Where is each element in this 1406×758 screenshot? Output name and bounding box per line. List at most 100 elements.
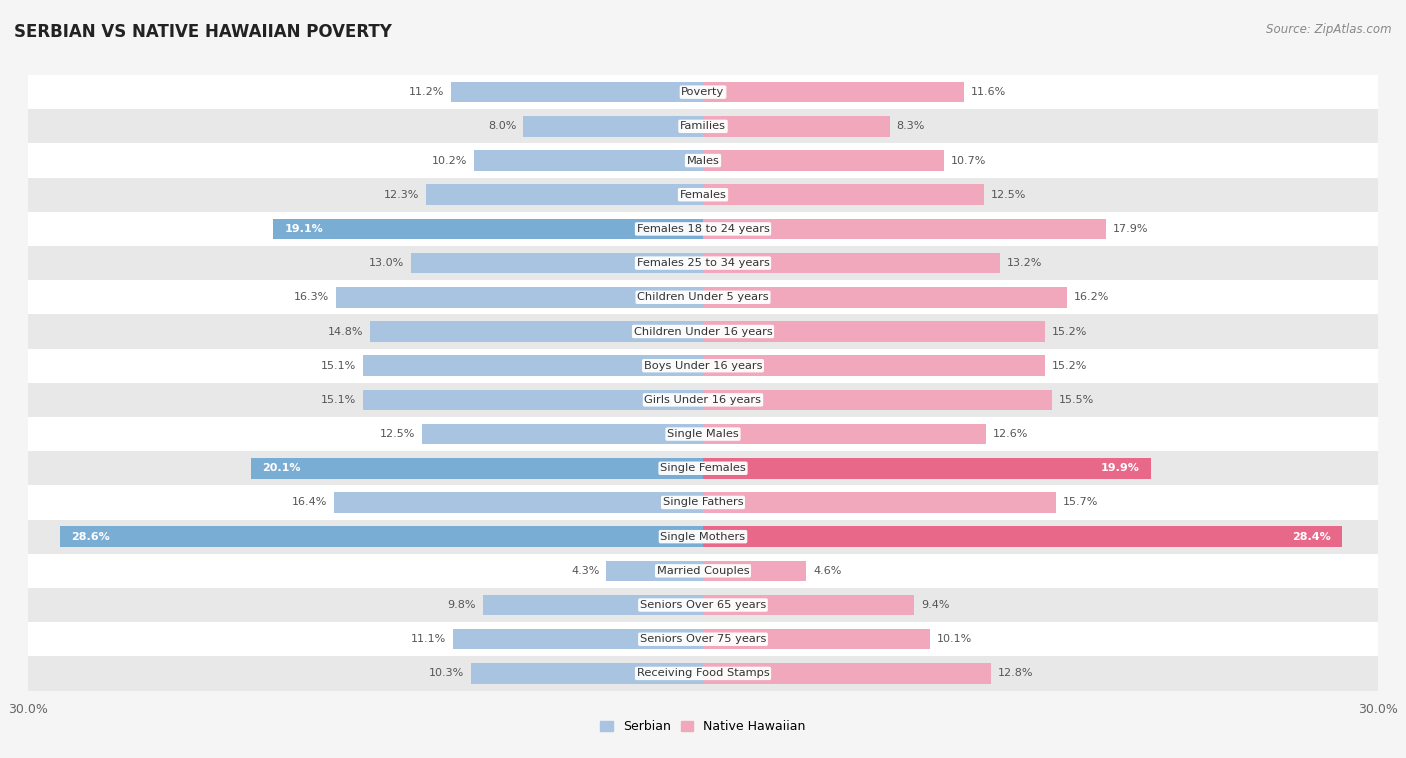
Text: Married Couples: Married Couples	[657, 566, 749, 576]
Bar	[28, 211, 1378, 246]
Bar	[28, 417, 1378, 451]
Text: 15.1%: 15.1%	[322, 395, 357, 405]
Bar	[474, 150, 703, 171]
Text: 10.1%: 10.1%	[936, 634, 972, 644]
Bar	[703, 424, 987, 444]
Text: Females: Females	[679, 190, 727, 199]
Bar	[28, 246, 1378, 280]
Text: 4.3%: 4.3%	[571, 566, 599, 576]
Text: 28.4%: 28.4%	[1292, 531, 1330, 542]
Bar	[411, 253, 703, 274]
Bar	[703, 390, 1052, 410]
Legend: Serbian, Native Hawaiian: Serbian, Native Hawaiian	[595, 716, 811, 738]
Text: Males: Males	[686, 155, 720, 165]
Bar	[28, 656, 1378, 691]
Text: Single Fathers: Single Fathers	[662, 497, 744, 507]
Text: Females 18 to 24 years: Females 18 to 24 years	[637, 224, 769, 234]
Bar	[703, 458, 1150, 478]
Text: Girls Under 16 years: Girls Under 16 years	[644, 395, 762, 405]
Text: 12.6%: 12.6%	[993, 429, 1029, 439]
Bar	[703, 663, 991, 684]
Bar	[28, 554, 1378, 588]
Text: SERBIAN VS NATIVE HAWAIIAN POVERTY: SERBIAN VS NATIVE HAWAIIAN POVERTY	[14, 23, 392, 41]
Text: Females 25 to 34 years: Females 25 to 34 years	[637, 258, 769, 268]
Text: Receiving Food Stamps: Receiving Food Stamps	[637, 669, 769, 678]
Bar	[471, 663, 703, 684]
Bar	[703, 321, 1045, 342]
Text: Families: Families	[681, 121, 725, 131]
Bar	[336, 287, 703, 308]
Bar	[28, 349, 1378, 383]
Text: 16.3%: 16.3%	[294, 293, 329, 302]
Bar	[453, 629, 703, 650]
Text: 15.1%: 15.1%	[322, 361, 357, 371]
Text: 10.7%: 10.7%	[950, 155, 986, 165]
Bar	[250, 458, 703, 478]
Bar	[363, 356, 703, 376]
Text: 15.7%: 15.7%	[1063, 497, 1098, 507]
Bar	[28, 109, 1378, 143]
Text: 11.1%: 11.1%	[412, 634, 447, 644]
Text: 17.9%: 17.9%	[1112, 224, 1147, 234]
Text: 13.0%: 13.0%	[368, 258, 404, 268]
Text: Source: ZipAtlas.com: Source: ZipAtlas.com	[1267, 23, 1392, 36]
Text: 15.2%: 15.2%	[1052, 327, 1087, 337]
Text: 28.6%: 28.6%	[70, 531, 110, 542]
Text: 10.3%: 10.3%	[429, 669, 464, 678]
Bar	[28, 315, 1378, 349]
Bar	[523, 116, 703, 136]
Bar	[426, 184, 703, 205]
Text: 9.4%: 9.4%	[921, 600, 949, 610]
Text: 11.2%: 11.2%	[409, 87, 444, 97]
Text: Poverty: Poverty	[682, 87, 724, 97]
Bar	[606, 561, 703, 581]
Text: 14.8%: 14.8%	[328, 327, 363, 337]
Text: Single Mothers: Single Mothers	[661, 531, 745, 542]
Text: Boys Under 16 years: Boys Under 16 years	[644, 361, 762, 371]
Text: 19.1%: 19.1%	[284, 224, 323, 234]
Text: Children Under 16 years: Children Under 16 years	[634, 327, 772, 337]
Bar	[370, 321, 703, 342]
Text: 20.1%: 20.1%	[262, 463, 301, 473]
Bar	[703, 218, 1105, 240]
Bar	[28, 622, 1378, 656]
Bar	[28, 383, 1378, 417]
Text: 11.6%: 11.6%	[970, 87, 1005, 97]
Text: 12.3%: 12.3%	[384, 190, 419, 199]
Bar	[703, 595, 914, 615]
Text: Single Females: Single Females	[661, 463, 745, 473]
Text: 8.0%: 8.0%	[488, 121, 516, 131]
Bar	[703, 561, 807, 581]
Text: 12.5%: 12.5%	[991, 190, 1026, 199]
Bar	[703, 82, 965, 102]
Bar	[703, 356, 1045, 376]
Bar	[703, 629, 931, 650]
Text: Seniors Over 65 years: Seniors Over 65 years	[640, 600, 766, 610]
Bar	[59, 526, 703, 547]
Bar	[703, 492, 1056, 512]
Text: Single Males: Single Males	[666, 429, 740, 439]
Text: 16.4%: 16.4%	[292, 497, 328, 507]
Bar	[28, 451, 1378, 485]
Bar	[335, 492, 703, 512]
Bar	[28, 280, 1378, 315]
Bar	[28, 177, 1378, 211]
Bar	[703, 184, 984, 205]
Text: 13.2%: 13.2%	[1007, 258, 1042, 268]
Bar	[28, 519, 1378, 554]
Bar	[422, 424, 703, 444]
Bar	[273, 218, 703, 240]
Text: 12.8%: 12.8%	[998, 669, 1033, 678]
Bar	[28, 485, 1378, 519]
Bar	[363, 390, 703, 410]
Bar	[703, 526, 1341, 547]
Text: Children Under 5 years: Children Under 5 years	[637, 293, 769, 302]
Bar	[451, 82, 703, 102]
Text: 12.5%: 12.5%	[380, 429, 415, 439]
Bar	[28, 75, 1378, 109]
Text: 15.5%: 15.5%	[1059, 395, 1094, 405]
Bar	[28, 588, 1378, 622]
Text: 10.2%: 10.2%	[432, 155, 467, 165]
Bar	[28, 143, 1378, 177]
Text: Seniors Over 75 years: Seniors Over 75 years	[640, 634, 766, 644]
